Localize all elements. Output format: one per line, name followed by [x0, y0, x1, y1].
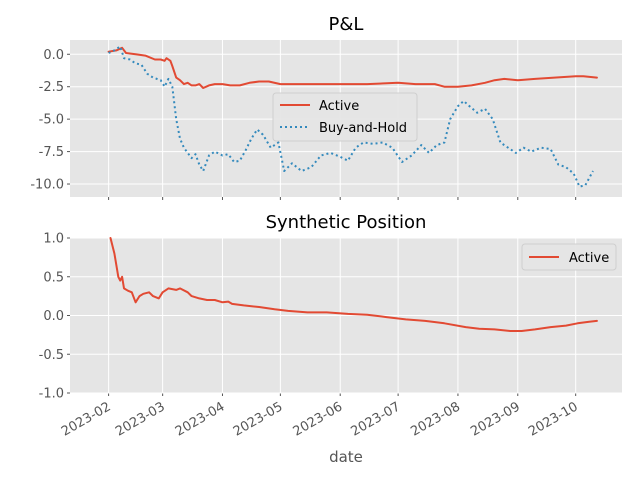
pnl-ytick-label-2: -5.0 — [39, 113, 64, 128]
pnl-title: P&L — [329, 14, 364, 35]
position-y-ticks: 1.0 0.5 0.0 -0.5 -1.0 — [39, 232, 64, 402]
pnl-legend-label-buy-and-hold: Buy-and-Hold — [319, 121, 407, 136]
pnl-series-line-active — [107, 46, 598, 89]
pnl-legend-label-active: Active — [319, 99, 359, 114]
position-gridlines — [67, 237, 622, 396]
position-ytick-label-3: -0.5 — [39, 348, 64, 363]
position-series-line-active — [109, 237, 598, 332]
position-x-axis-label: date — [329, 448, 363, 466]
position-ytick-label-1: 0.5 — [43, 270, 64, 285]
pnl-ytick-label-0: 0.0 — [43, 48, 64, 63]
position-ytick-label-4: -1.0 — [39, 387, 64, 402]
pnl-ytick-label-1: -2.5 — [39, 80, 64, 95]
pnl-ytick-label-3: -7.5 — [39, 145, 64, 160]
position-series-lines — [109, 237, 598, 332]
position-legend-box — [521, 243, 617, 271]
position-ytick-label-2: 0.0 — [43, 309, 64, 324]
position-legend-label-active: Active — [569, 251, 609, 266]
pnl-panel: 0.0 -2.5 -5.0 -7.5 -10.0 P&L Active Buy-and-… — [30, 14, 622, 200]
position-ytick-label-0: 1.0 — [43, 232, 64, 247]
pnl-ytick-label-4: -10.0 — [30, 178, 64, 193]
position-legend: Active — [521, 243, 617, 271]
pnl-y-ticks: 0.0 -2.5 -5.0 -7.5 -10.0 — [30, 48, 64, 193]
position-title: Synthetic Position — [266, 212, 427, 233]
pnl-series-lines — [107, 45, 598, 188]
pnl-legend: Active Buy-and-Hold — [272, 92, 418, 142]
